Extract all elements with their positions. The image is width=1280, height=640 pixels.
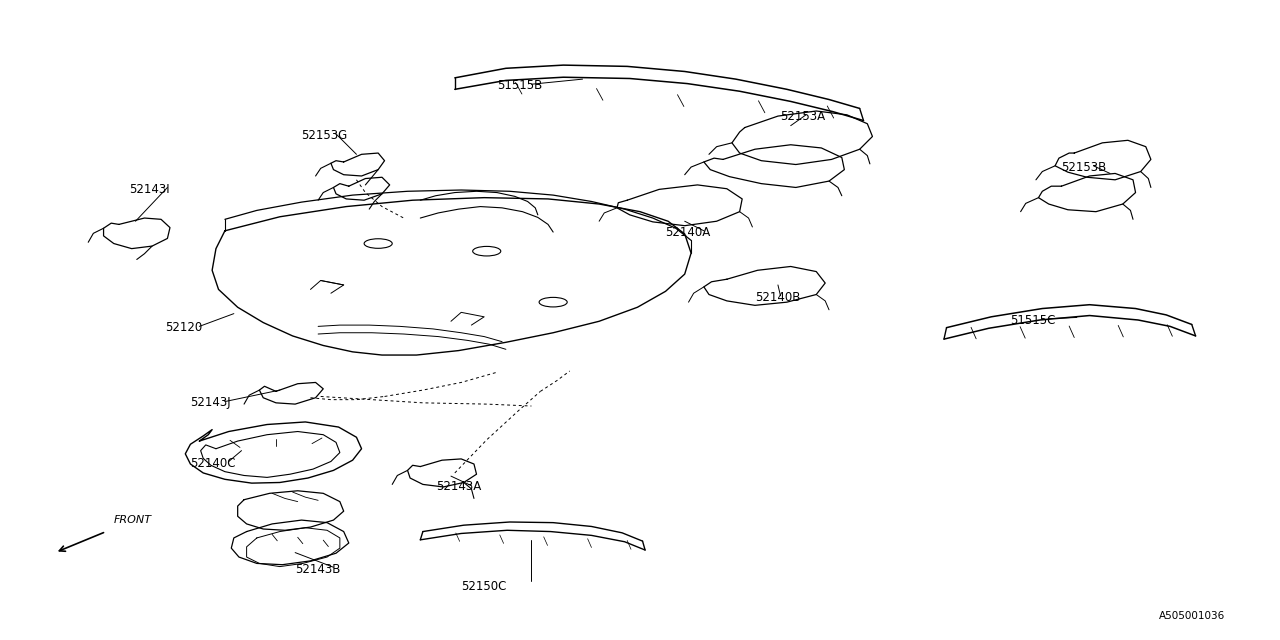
Text: 52150C: 52150C bbox=[461, 580, 507, 593]
Text: 52153A: 52153A bbox=[781, 109, 826, 123]
Text: 52140A: 52140A bbox=[666, 225, 710, 239]
Text: A505001036: A505001036 bbox=[1158, 611, 1225, 621]
Text: 52120: 52120 bbox=[165, 321, 202, 334]
Text: 51515C: 51515C bbox=[1010, 314, 1056, 326]
Text: FRONT: FRONT bbox=[114, 515, 152, 525]
Text: 52143B: 52143B bbox=[296, 563, 340, 576]
Text: 52143J: 52143J bbox=[191, 396, 232, 410]
Text: 51515B: 51515B bbox=[497, 79, 543, 92]
Text: 52140B: 52140B bbox=[755, 291, 800, 303]
Text: 52153B: 52153B bbox=[1061, 161, 1107, 173]
Text: 52140C: 52140C bbox=[191, 457, 236, 470]
Text: 52153G: 52153G bbox=[302, 129, 348, 141]
Text: 52143A: 52143A bbox=[435, 481, 481, 493]
Text: 52143I: 52143I bbox=[129, 183, 170, 196]
